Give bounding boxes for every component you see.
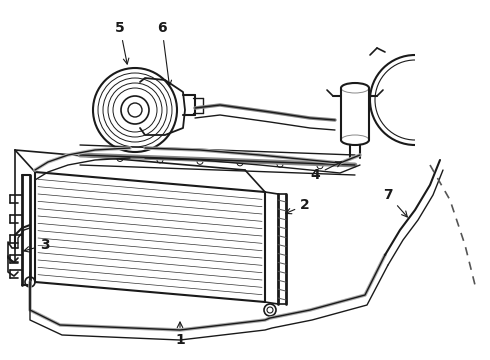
Text: 5: 5 [115, 21, 129, 64]
Text: 1: 1 [175, 322, 185, 347]
Text: 4: 4 [310, 162, 342, 182]
Text: 2: 2 [286, 198, 310, 214]
Text: 6: 6 [157, 21, 171, 86]
Text: 7: 7 [383, 188, 407, 217]
Text: 3: 3 [24, 238, 50, 252]
